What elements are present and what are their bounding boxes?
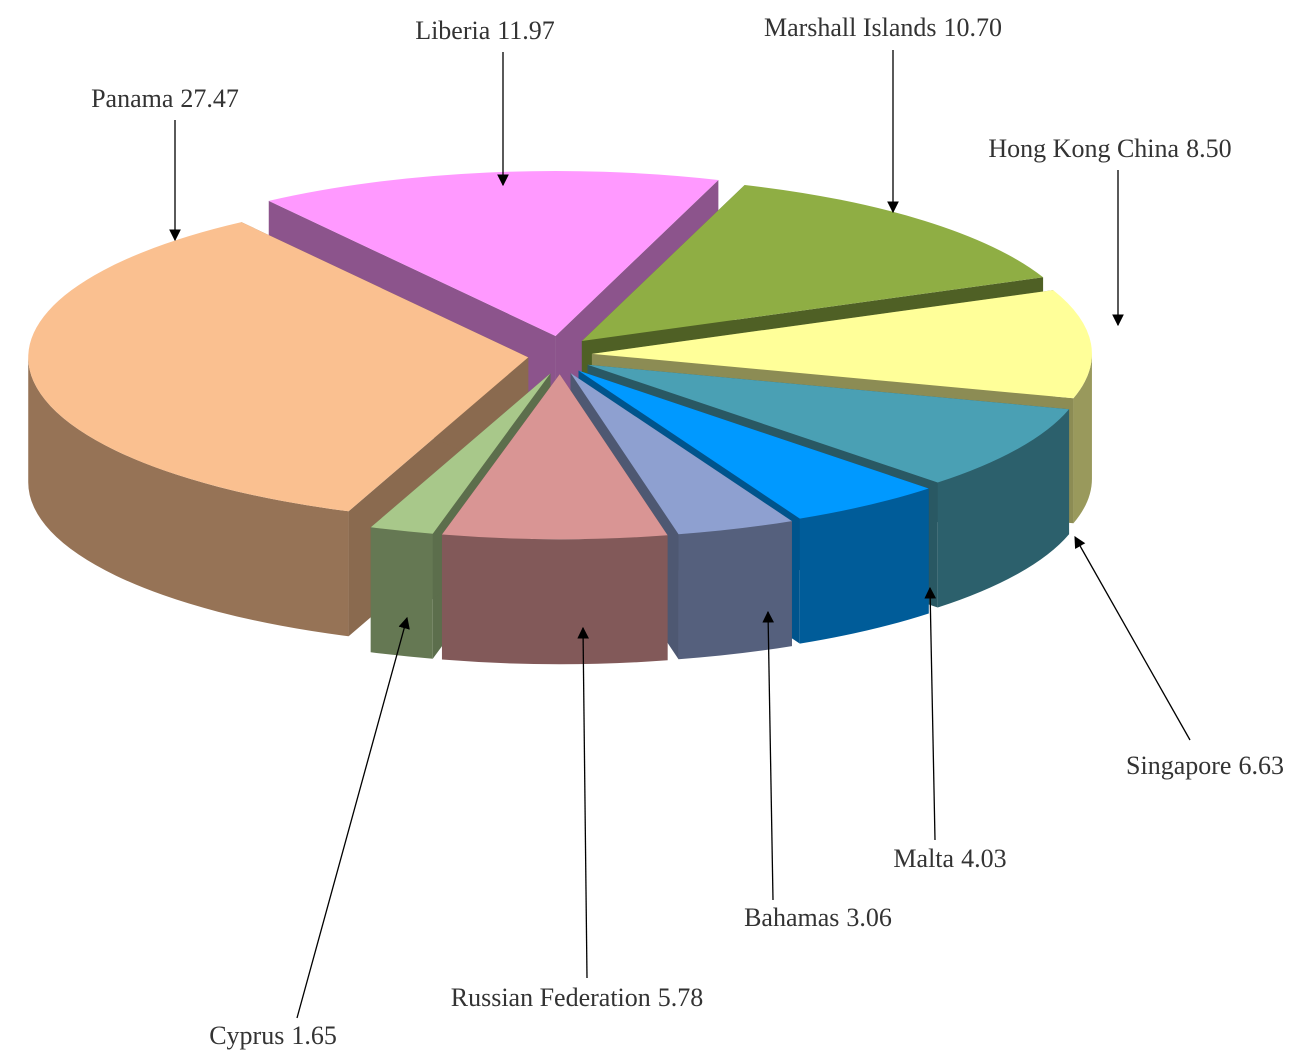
slice-name: Liberia (415, 16, 491, 45)
slice-label: Liberia 11.97 (415, 16, 555, 45)
slice-value: 8.50 (1186, 134, 1232, 163)
slice (268, 170, 719, 336)
slice (581, 184, 1044, 341)
slice-side (370, 527, 433, 659)
labels: Liberia 11.97 Marshall Islands 10.70 Hong Ko… (91, 13, 1284, 1050)
slice (591, 290, 1092, 399)
slice-name: Russian Federation (451, 983, 651, 1012)
slice-side (28, 357, 349, 637)
slice-side (937, 409, 1070, 608)
slice-name: Hong Kong China (988, 134, 1179, 163)
leader-arrow (762, 610, 775, 901)
slice (587, 364, 1070, 483)
slice-value: 11.97 (497, 16, 555, 45)
slice-value: 10.70 (944, 13, 1003, 42)
slice-side (799, 488, 929, 644)
slice-name: Panama (91, 84, 174, 113)
slice-side (1073, 353, 1092, 524)
slice-value: 27.47 (180, 84, 239, 113)
slice-value: 6.63 (1238, 751, 1284, 780)
slice-name: Marshall Islands (764, 13, 937, 42)
slice (570, 373, 792, 535)
slice-label: Malta 4.03 (893, 844, 1006, 873)
slice-value: 3.06 (846, 903, 892, 932)
slice-label: Panama 27.47 (91, 84, 239, 113)
slice-label: Cyprus 1.65 (209, 1021, 337, 1050)
slice-name: Cyprus (209, 1021, 284, 1050)
slice-name: Malta (893, 844, 954, 873)
slice-name: Bahamas (744, 903, 839, 932)
slice-value: 4.03 (961, 844, 1007, 873)
slice-label: Singapore 6.63 (1126, 751, 1284, 780)
slice-side (441, 534, 668, 665)
slice-name: Singapore (1126, 751, 1231, 780)
slice-label: Hong Kong China 8.50 (988, 134, 1231, 163)
slice (578, 370, 929, 519)
leader-arrow (1074, 535, 1191, 741)
slice-value: 5.78 (658, 983, 704, 1012)
slice-label: Marshall Islands 10.70 (764, 13, 1002, 42)
slice (370, 373, 551, 534)
slice (441, 374, 668, 540)
slice-label: Russian Federation 5.78 (451, 983, 704, 1012)
slice-label: Bahamas 3.06 (744, 903, 892, 932)
slice-value: 1.65 (291, 1021, 337, 1050)
slice-side (678, 521, 792, 660)
leader-arrow (577, 626, 589, 979)
pie (28, 170, 1092, 665)
leader-arrow (296, 616, 410, 1019)
leader-arrow (924, 586, 937, 841)
slice (28, 222, 529, 512)
